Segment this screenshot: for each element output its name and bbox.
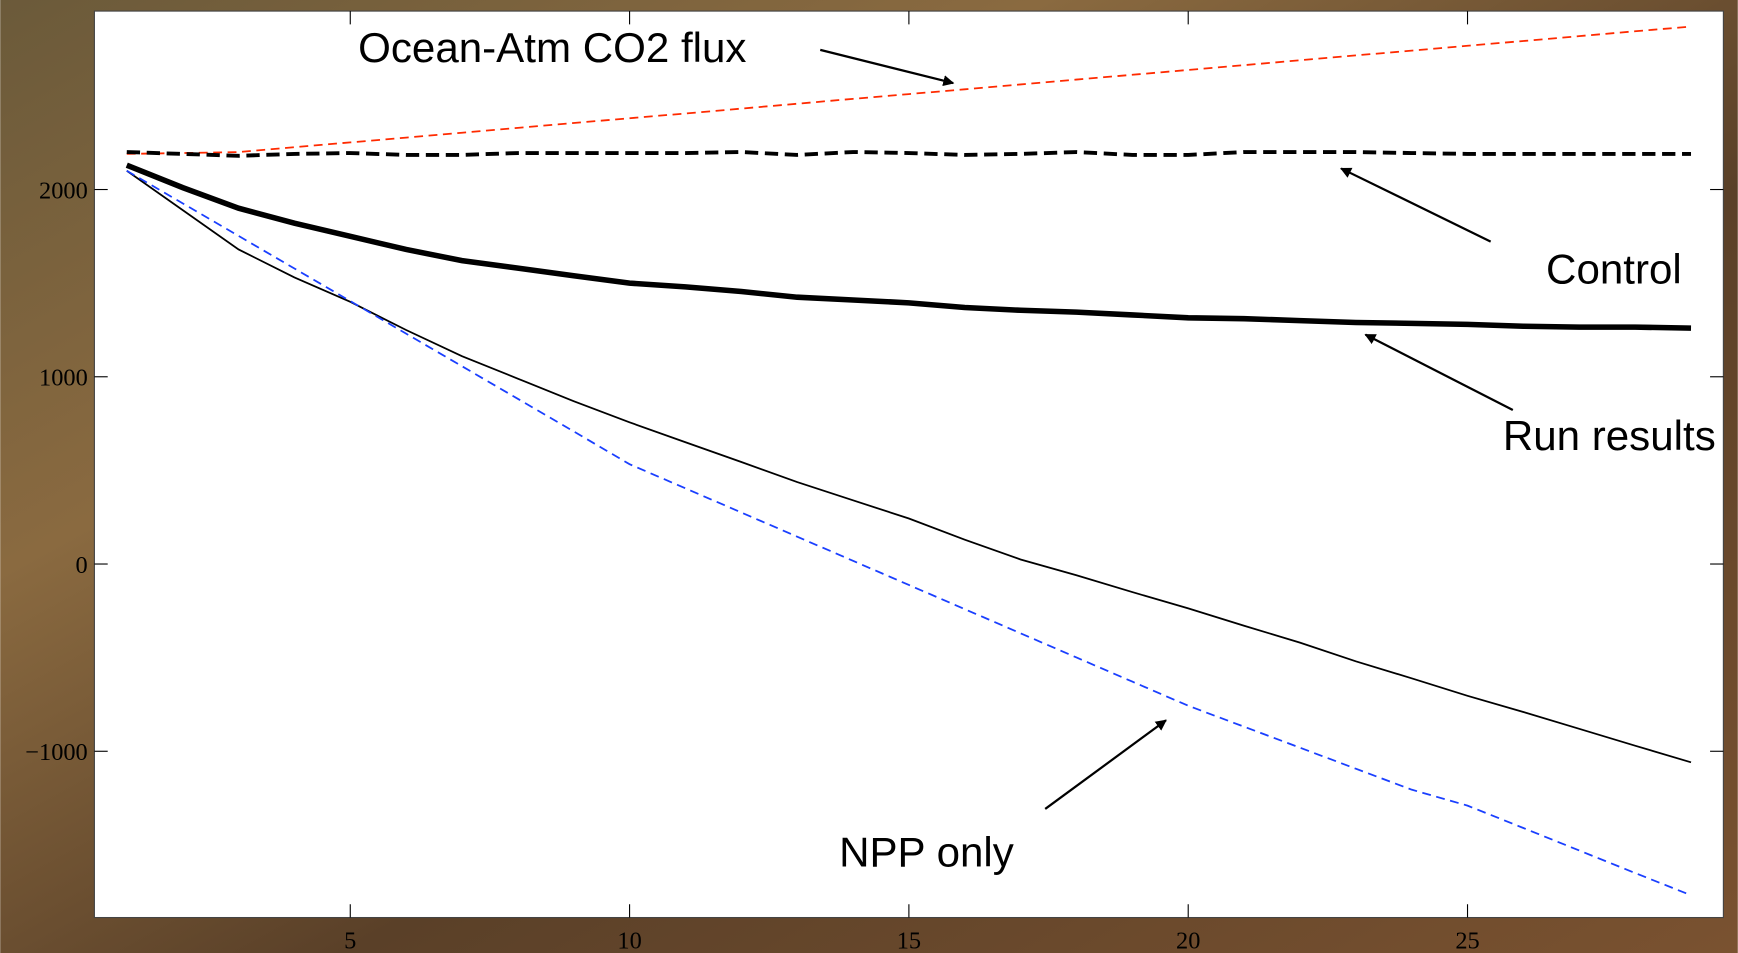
- x-tick-label: 10: [617, 928, 641, 953]
- x-tick-label: 20: [1176, 928, 1200, 953]
- annotation: Run results: [1503, 412, 1716, 459]
- y-tick-label: −1000: [25, 739, 87, 766]
- annotation: Ocean-Atm CO2 flux: [358, 24, 746, 71]
- chart: −1000 0 1000 2000 5 10 15 20 25 Ocean-Atm CO2 fl…: [0, 0, 1738, 953]
- y-tick-label: 0: [76, 552, 88, 579]
- x-tick-label: 15: [897, 928, 921, 953]
- plot-area: [94, 11, 1723, 917]
- y-tick-label: 1000: [39, 365, 88, 392]
- x-tick-label: 25: [1455, 928, 1479, 953]
- annotation: Control: [1546, 246, 1682, 293]
- annotation: NPP only: [839, 829, 1014, 876]
- x-tick-label: 5: [344, 928, 356, 953]
- y-tick-label: 2000: [39, 177, 88, 204]
